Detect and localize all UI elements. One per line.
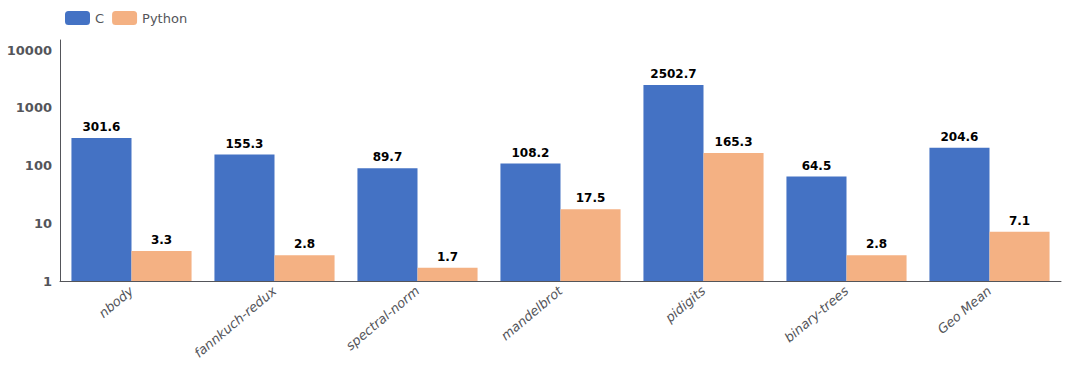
svg-text:155.3: 155.3 [225, 137, 263, 151]
svg-text:1000: 1000 [16, 100, 52, 115]
svg-text:2.8: 2.8 [294, 237, 315, 251]
svg-text:binary-trees: binary-trees [782, 283, 852, 345]
svg-text:2502.7: 2502.7 [650, 67, 696, 81]
svg-text:nbody: nbody [96, 283, 137, 321]
svg-text:Python: Python [142, 11, 187, 26]
svg-text:mandelbrot: mandelbrot [498, 283, 566, 344]
svg-text:108.2: 108.2 [511, 146, 549, 160]
svg-text:100: 100 [25, 158, 52, 173]
svg-text:64.5: 64.5 [802, 159, 832, 173]
svg-text:1.7: 1.7 [437, 250, 458, 264]
svg-text:fannkuch-redux: fannkuch-redux [191, 283, 279, 361]
svg-text:165.3: 165.3 [715, 135, 753, 149]
svg-text:301.6: 301.6 [82, 120, 120, 134]
svg-text:2.8: 2.8 [866, 237, 887, 251]
svg-text:C: C [95, 11, 104, 26]
svg-text:7.1: 7.1 [1009, 214, 1030, 228]
svg-text:17.5: 17.5 [576, 191, 606, 205]
svg-text:pidigits: pidigits [662, 283, 709, 326]
svg-text:10000: 10000 [7, 43, 52, 58]
svg-text:spectral-norm: spectral-norm [343, 283, 422, 353]
svg-text:Geo Mean: Geo Mean [934, 283, 994, 337]
svg-text:1: 1 [43, 274, 52, 289]
svg-text:204.6: 204.6 [940, 130, 978, 144]
svg-text:89.7: 89.7 [373, 150, 403, 164]
svg-text:10: 10 [34, 216, 52, 231]
svg-text:3.3: 3.3 [151, 233, 172, 247]
